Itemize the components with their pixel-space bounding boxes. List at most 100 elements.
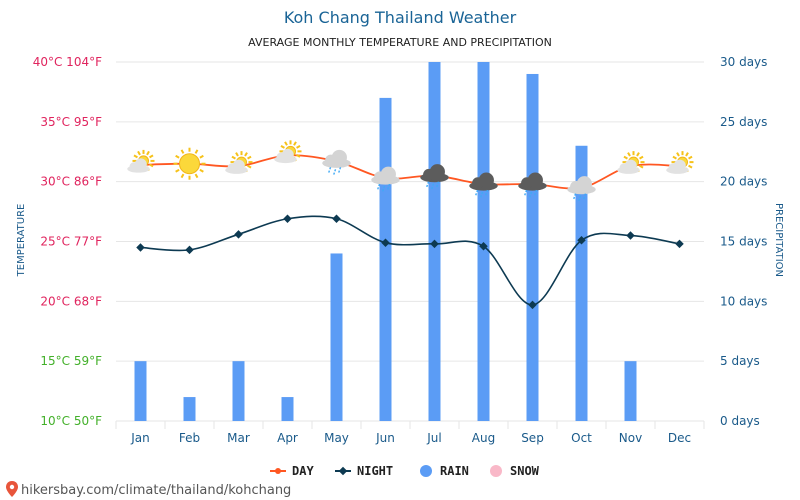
sun-ray <box>639 155 644 160</box>
rain-cloud-icon <box>322 149 351 176</box>
night-point <box>479 242 488 251</box>
sun-ray <box>180 173 185 179</box>
sun-ray <box>146 150 150 156</box>
rain-bar <box>477 62 490 421</box>
cloud-part <box>673 159 686 172</box>
y-left-tick-label: 30°C 86°F <box>40 175 102 189</box>
cloud-shape <box>274 148 297 164</box>
cloud-shape <box>567 176 596 195</box>
rain-drop <box>435 181 440 188</box>
sun-ray <box>688 164 693 169</box>
y-left-tick-label: 20°C 68°F <box>40 294 102 308</box>
rain-bar <box>379 97 392 422</box>
legend-swatch-marker <box>338 466 348 476</box>
cloud-part <box>624 159 637 172</box>
rain-bar <box>232 361 245 421</box>
y-right-tick-label: 15 days <box>720 235 767 249</box>
x-tick-label: Dec <box>668 431 691 445</box>
sun-ray <box>175 168 180 173</box>
night-point <box>136 243 145 252</box>
rain-drop <box>479 191 484 199</box>
sun-ray <box>137 150 141 156</box>
rain-drop <box>327 167 332 174</box>
rain-bar <box>330 253 343 421</box>
y-left-tick-label: 35°C 95°F <box>40 115 102 129</box>
source-link[interactable]: hikersbay.com/climate/thailand/kohchang <box>6 481 291 498</box>
y-right-tick-label: 30 days <box>720 55 767 69</box>
rain-bar <box>134 361 147 421</box>
cloud-shape <box>322 149 351 168</box>
x-tick-label: Oct <box>571 431 592 445</box>
cloud-shape <box>469 172 498 191</box>
legend-swatch <box>490 465 502 477</box>
sunny-icon <box>173 147 206 180</box>
legend-label: SNOW <box>510 464 540 478</box>
legend-item-snow: SNOW <box>490 464 540 478</box>
sun-ray <box>293 141 297 146</box>
y-right-tick-label: 5 days <box>720 354 760 368</box>
cloud-part <box>331 149 347 166</box>
sun-ray <box>688 155 693 160</box>
partly-cloudy-icon <box>666 151 694 174</box>
x-tick-label: Apr <box>277 431 298 445</box>
legend-swatch-marker <box>275 468 281 474</box>
cloud-part <box>134 158 147 171</box>
sun-ray <box>149 154 154 159</box>
rain-bar <box>624 361 637 421</box>
sun-ray <box>247 164 252 169</box>
source-url[interactable]: hikersbay.com/climate/thailand/kohchang <box>21 483 291 498</box>
partly-cloudy-icon <box>274 140 302 164</box>
y-left-tick-label: 25°C 77°F <box>40 235 102 249</box>
x-tick-label: Nov <box>619 431 642 445</box>
cloud-shape <box>666 159 689 174</box>
rain-drop <box>381 185 386 193</box>
legend-swatch <box>420 465 432 477</box>
cloud-part <box>429 164 445 180</box>
rain-cloud-icon <box>567 176 596 202</box>
x-tick-label: May <box>324 431 349 445</box>
cloud-part <box>576 176 592 192</box>
night-point <box>626 231 635 240</box>
rain-drop <box>332 169 337 176</box>
axis-ticks: 40°C 104°F 35°C 95°F 30°C 86°F 25°C 77°F 20°… <box>33 55 768 445</box>
sun-ray <box>685 152 689 157</box>
y-right-tick-label: 10 days <box>720 294 767 308</box>
night-point <box>234 230 243 239</box>
sun-ray <box>244 152 248 157</box>
night-point <box>283 214 292 224</box>
x-tick-label: Sep <box>521 431 544 445</box>
y-left-tick-label: 15°C 59°F <box>40 354 102 368</box>
legend-label: RAIN <box>440 464 469 478</box>
rain-drop <box>474 189 479 197</box>
rain-drop <box>425 181 430 188</box>
weather-icons <box>127 140 694 202</box>
sun-ray <box>194 149 199 154</box>
rain-drop <box>572 193 577 200</box>
sun-ray <box>672 155 677 160</box>
rain-drop <box>582 193 587 200</box>
night-point <box>675 239 684 249</box>
thunder-rain-icon <box>518 172 547 199</box>
y-right-tick-label: 0 days <box>720 414 760 428</box>
rain-cloud-icon <box>371 166 400 193</box>
chart-title: Koh Chang Thailand Weather <box>284 8 517 27</box>
rain-drop <box>386 183 391 191</box>
sun-ray <box>199 168 204 173</box>
grid <box>115 61 705 429</box>
sun-ray <box>627 152 631 157</box>
cloud-shape <box>420 164 449 183</box>
legend-item-night: NIGHT <box>335 464 393 478</box>
rain-bar <box>526 73 539 421</box>
cloud-part <box>281 148 294 161</box>
thunder-rain-icon <box>469 172 498 199</box>
sun-disc <box>179 153 200 175</box>
sun-ray <box>280 144 285 149</box>
rain-bar <box>183 397 196 421</box>
cloud-shape <box>518 172 547 191</box>
legend-label: NIGHT <box>357 464 393 478</box>
sun-ray <box>623 155 628 160</box>
sun-ray <box>175 154 180 159</box>
sun-ray <box>235 152 239 157</box>
x-tick-label: Jan <box>130 431 150 445</box>
rain-drop <box>376 183 381 191</box>
